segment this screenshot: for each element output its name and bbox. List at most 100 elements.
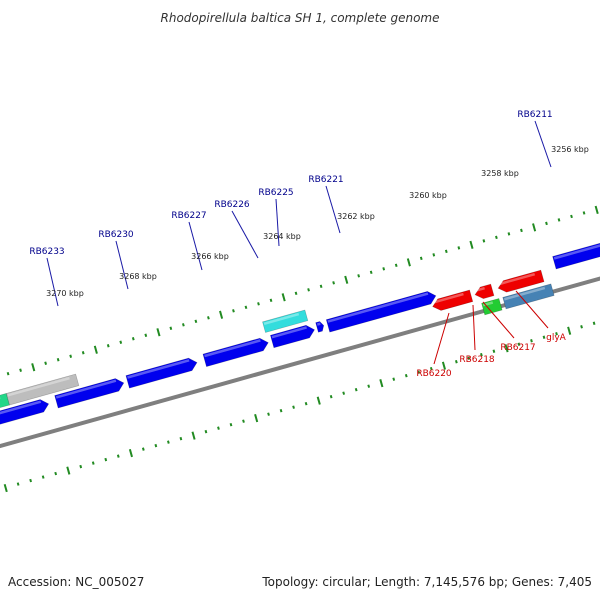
forward-gene-label: RB6225: [258, 188, 293, 198]
forward-label-leader: [275, 198, 280, 247]
genome-summary-text: Topology: circular; Length: 7,145,576 bp…: [261, 575, 592, 589]
reverse-gene-labels: glyA RB6217 RB6218 RB6220: [416, 290, 567, 379]
inner-tick-track: [3, 321, 596, 493]
gene-arrow-rb6227-highlight: [204, 339, 261, 358]
inner-tick-mark: [504, 344, 509, 353]
inner-tick-mark: [279, 408, 283, 413]
forward-label-leader: [325, 185, 341, 234]
gene-arrow-rb6226-highlight: [271, 326, 307, 339]
outer-tick-mark: [93, 345, 98, 354]
forward-label-leader: [46, 257, 59, 307]
gene-arrow-pseudo-highlight: [7, 376, 70, 397]
inner-tick-mark: [141, 447, 145, 451]
inner-tick-mark: [217, 426, 220, 430]
outer-tick-mark: [332, 281, 335, 285]
outer-tick-mark: [169, 326, 173, 330]
inner-tick-mark: [128, 448, 133, 458]
inner-tick-mark: [229, 422, 233, 427]
outer-tick-mark: [319, 284, 323, 289]
gene-arrow-rb6228-highlight: [127, 359, 190, 379]
reverse-label-leader: [515, 290, 549, 329]
outer-tick-mark: [394, 263, 398, 268]
reverse-gene-label: RB6217: [500, 343, 535, 353]
outer-tick-mark: [582, 211, 586, 215]
inner-tick-mark: [517, 342, 521, 346]
outer-tick-mark: [406, 258, 411, 267]
gene-arrow-small-highlight: [316, 322, 321, 326]
outer-tick-mark: [419, 256, 423, 261]
gene-arrow-rb6221-highlight: [327, 292, 429, 323]
tick-label: 3264 kbp: [263, 232, 301, 241]
outer-tick-mark: [207, 316, 210, 320]
tick-label: 3268 kbp: [119, 272, 157, 281]
outer-tick-mark: [156, 328, 161, 337]
map-title: Rhodopirellula baltica SH 1, complete ge…: [161, 11, 440, 25]
gene-arrow-rb6233-highlight: [0, 400, 42, 417]
outer-tick-mark: [457, 246, 461, 250]
inner-tick-mark: [567, 326, 572, 335]
gene-arrow-rb6227: [202, 337, 269, 367]
outer-tick-mark: [357, 274, 361, 278]
inner-tick-mark: [254, 414, 259, 423]
inner-tick-mark: [154, 443, 158, 448]
inner-tick-mark: [592, 321, 596, 325]
outer-tick-mark: [444, 249, 448, 254]
tick-label: 3270 kbp: [46, 289, 84, 298]
inner-tick-mark: [204, 429, 208, 434]
gene-arrow-rb6225: [262, 309, 309, 333]
forward-label-leader: [534, 120, 552, 168]
forward-gene-arrows: [0, 233, 600, 427]
gene-arrow-rb6230-highlight: [55, 379, 117, 399]
tick-labels: 3256 kbp 3258 kbp 3260 kbp 3262 kbp 3264 kbp…: [46, 145, 589, 298]
reverse-gene-label: RB6218: [459, 355, 495, 365]
forward-label-leader: [231, 210, 259, 259]
gene-arrow-rb6233: [0, 399, 50, 427]
outer-tick-mark: [131, 337, 135, 341]
inner-tick-mark: [316, 396, 321, 405]
outer-tick-mark: [520, 228, 523, 233]
tick-label: 3262 kbp: [337, 212, 375, 221]
gene-arrow-rb6219: [474, 283, 495, 299]
inner-tick-mark: [417, 370, 421, 374]
outer-tick-mark: [432, 253, 436, 257]
outer-tick-mark: [182, 323, 185, 327]
inner-tick-mark: [454, 360, 458, 364]
gene-arrow-rb6211-highlight: [553, 235, 600, 260]
tick-label: 3256 kbp: [551, 145, 589, 154]
inner-tick-mark: [242, 419, 245, 423]
forward-gene-label: RB6221: [308, 175, 343, 185]
inner-tick-mark: [41, 475, 45, 479]
inner-tick-mark: [79, 464, 83, 469]
reverse-gene-label: RB6220: [416, 369, 452, 379]
gene-arrow-rb6211: [552, 233, 600, 270]
inner-tick-mark: [3, 483, 8, 493]
forward-gene-label: RB6211: [517, 110, 552, 120]
inner-tick-mark: [66, 466, 71, 475]
outer-tick-mark: [495, 235, 498, 240]
outer-tick-mark: [69, 354, 73, 358]
inner-tick-mark: [54, 471, 58, 476]
gene-arrow-glya: [502, 283, 555, 310]
inner-tick-mark: [392, 377, 396, 381]
outer-tick-mark: [6, 372, 10, 376]
outer-tick-mark: [369, 270, 373, 275]
tick-label: 3260 kbp: [409, 191, 447, 200]
genome-backbone: [0, 248, 600, 457]
inner-tick-mark: [404, 373, 408, 378]
forward-gene-label: RB6227: [171, 211, 206, 221]
forward-label-leader: [115, 240, 129, 290]
reverse-label-leader: [472, 304, 476, 351]
inner-tick-mark: [342, 391, 346, 395]
inner-tick-mark: [29, 478, 33, 483]
gene-arrow-pseudo: [5, 373, 80, 406]
inner-tick-mark: [354, 387, 358, 392]
inner-tick-mark: [191, 431, 196, 440]
inner-tick-mark: [16, 482, 20, 486]
gene-arrow-rb6220-highlight: [432, 292, 464, 304]
inner-tick-mark: [91, 461, 95, 465]
gene-arrow-rb6228: [125, 357, 198, 389]
inner-tick-mark: [379, 379, 384, 388]
outer-tick-mark: [244, 305, 248, 310]
inner-tick-mark: [179, 436, 183, 441]
